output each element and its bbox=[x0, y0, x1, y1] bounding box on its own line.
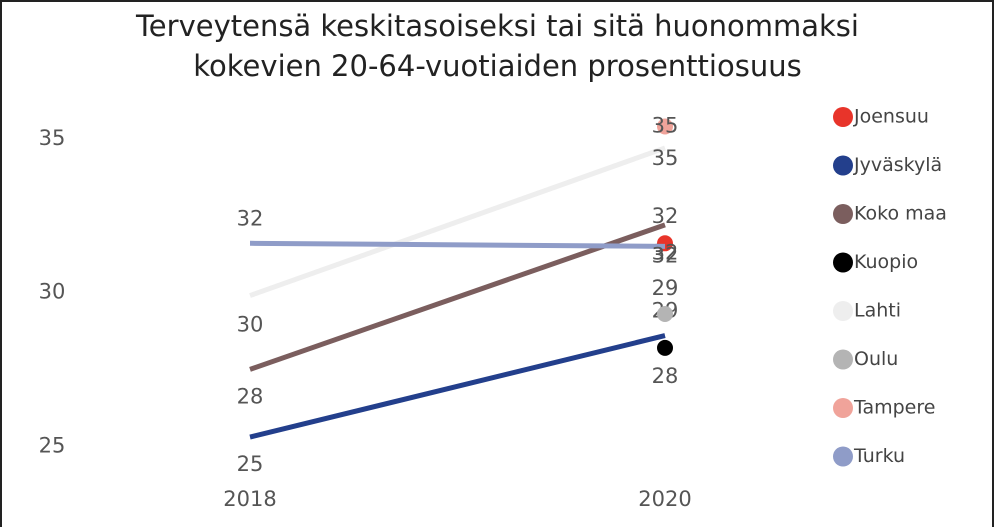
chart-title: Terveytensä keskitasoiseksi tai sitä huo… bbox=[136, 9, 859, 83]
data-label: 29 bbox=[652, 276, 679, 300]
point bbox=[657, 306, 673, 323]
legend-label: Koko maa bbox=[854, 203, 947, 225]
legend-label: Jyväskylä bbox=[853, 154, 942, 176]
data-label: 28 bbox=[652, 364, 679, 388]
y-tick-label: 35 bbox=[39, 126, 66, 150]
legend-marker bbox=[833, 301, 853, 321]
legend-label: Joensuu bbox=[853, 106, 929, 128]
legend-marker bbox=[833, 398, 853, 418]
data-label: 25 bbox=[237, 452, 264, 476]
x-tick-label: 2018 bbox=[223, 487, 276, 511]
legend-label: Kuopio bbox=[854, 251, 918, 273]
legend-label: Tampere bbox=[853, 397, 935, 419]
series-line bbox=[249, 240, 666, 249]
legend-marker bbox=[833, 107, 853, 127]
legend-marker bbox=[833, 155, 853, 176]
data-label: 35 bbox=[652, 113, 679, 137]
series-line bbox=[249, 222, 666, 372]
data-label: 32 bbox=[652, 204, 679, 228]
legend-marker bbox=[833, 252, 853, 273]
data-label: 30 bbox=[237, 313, 264, 337]
data-label: 32 bbox=[652, 243, 679, 267]
y-tick-label: 30 bbox=[39, 280, 66, 304]
y-tick-label: 25 bbox=[39, 433, 66, 457]
legend-label: Lahti bbox=[854, 300, 901, 322]
data-label: 32 bbox=[237, 206, 264, 230]
legend-marker bbox=[833, 446, 853, 467]
series-line bbox=[249, 145, 666, 298]
point bbox=[657, 339, 673, 356]
data-label: 28 bbox=[237, 384, 264, 408]
legend-marker bbox=[833, 349, 853, 370]
series-line bbox=[249, 333, 666, 440]
point bbox=[657, 118, 673, 135]
legend-label: Turku bbox=[853, 445, 905, 467]
legend-label: Oulu bbox=[854, 348, 898, 370]
data-label: 35 bbox=[652, 146, 679, 170]
x-tick-label: 2020 bbox=[638, 487, 691, 511]
legend-marker bbox=[833, 204, 853, 224]
